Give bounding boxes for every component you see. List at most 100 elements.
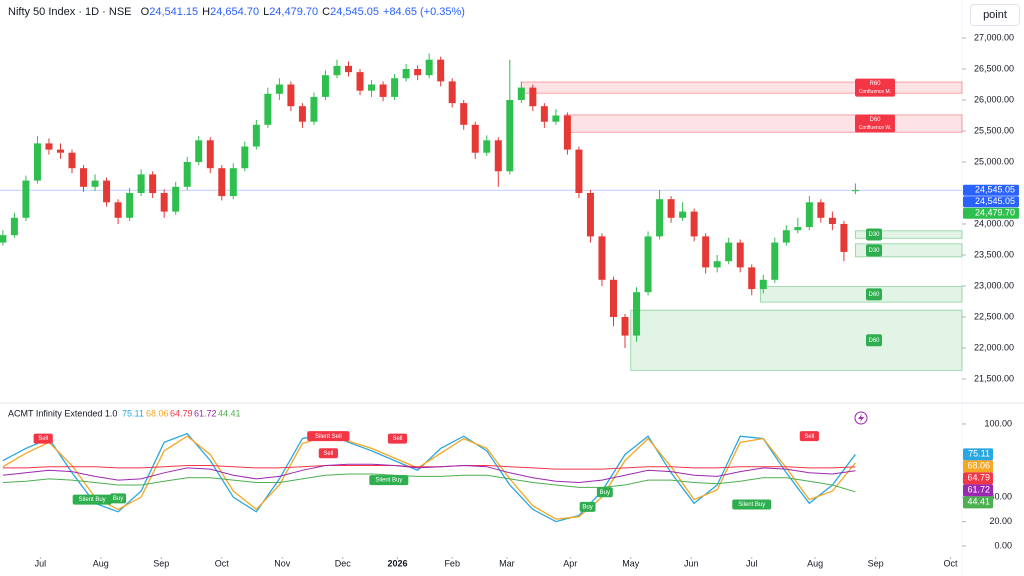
candle-body bbox=[264, 93, 272, 125]
candle-body bbox=[356, 72, 364, 91]
x-tick-label: Oct bbox=[215, 558, 230, 568]
candle-body bbox=[126, 192, 134, 218]
candle-body bbox=[149, 174, 157, 193]
indicator-line bbox=[2, 435, 856, 520]
ohlc-key: L bbox=[263, 6, 270, 18]
candle-body bbox=[137, 174, 145, 193]
signal-label: Buy bbox=[113, 496, 123, 502]
zone-label: D60 bbox=[868, 292, 880, 298]
candle-body bbox=[333, 65, 341, 76]
y-tick-label: 0.00 bbox=[994, 540, 1012, 550]
change: +84.65 (+0.35%) bbox=[383, 6, 465, 18]
x-tick-label: Aug bbox=[93, 558, 109, 568]
candle-body bbox=[656, 199, 664, 237]
candle-body bbox=[172, 186, 180, 212]
zone-label-box bbox=[866, 228, 882, 241]
candle-body bbox=[241, 146, 249, 169]
indicator-title: ACMT Infinity Extended 1.0 bbox=[8, 408, 117, 418]
signal-label: Silent Buy bbox=[375, 478, 402, 484]
candle-body bbox=[33, 143, 41, 181]
candle-body bbox=[114, 202, 122, 218]
candle-body bbox=[160, 192, 168, 212]
candle-body bbox=[402, 69, 410, 79]
candle-body bbox=[725, 242, 733, 262]
zone-label: D60 bbox=[869, 117, 881, 123]
value-label: 68.06 bbox=[967, 461, 990, 471]
candle-body bbox=[621, 316, 629, 336]
x-tick-label: May bbox=[622, 558, 640, 568]
signal-box bbox=[579, 501, 596, 512]
candle-body bbox=[552, 115, 560, 122]
ohlc-value: 24,541.15 bbox=[149, 6, 199, 18]
ohlc-value: 24,545.05 bbox=[330, 6, 380, 18]
zone-label: D60 bbox=[868, 338, 880, 344]
y-tick-label: 40.00 bbox=[989, 492, 1012, 502]
signal-box bbox=[307, 431, 350, 442]
x-tick-label: Aug bbox=[807, 558, 823, 568]
candle-body bbox=[805, 202, 813, 228]
zone bbox=[855, 243, 963, 258]
x-tick-label: Dec bbox=[335, 558, 352, 568]
signal-box bbox=[387, 433, 408, 444]
candle-body bbox=[506, 100, 514, 172]
price-label-box bbox=[963, 184, 1019, 196]
candle-body bbox=[540, 106, 548, 122]
x-tick-label: Nov bbox=[274, 558, 291, 568]
alert-icon[interactable] bbox=[854, 411, 868, 425]
candle-body bbox=[598, 236, 606, 280]
value-label: 64.79 bbox=[967, 473, 990, 483]
ohlc-key: C bbox=[322, 6, 331, 18]
candle-body bbox=[425, 59, 433, 76]
signal-label: Silent Sell bbox=[315, 434, 342, 440]
candle-body bbox=[483, 140, 491, 153]
x-tick-label: Sep bbox=[868, 558, 884, 568]
zone-label: D30 bbox=[868, 232, 880, 238]
candle-body bbox=[10, 217, 18, 236]
y-tick-label: 26,000.00 bbox=[974, 94, 1014, 104]
zone-label: R60 bbox=[869, 81, 881, 87]
signal-box bbox=[799, 431, 819, 442]
price-label-box bbox=[963, 207, 1019, 219]
ohlc-value: 24,654.70 bbox=[210, 6, 260, 18]
y-tick-label: 23,000.00 bbox=[974, 280, 1014, 290]
value-label: 44.41 bbox=[967, 497, 990, 507]
ohlc-key: O bbox=[140, 6, 150, 18]
candle-body bbox=[437, 59, 445, 82]
value-label: 61.72 bbox=[967, 485, 990, 495]
candle-body bbox=[414, 69, 422, 76]
candle-body bbox=[22, 180, 30, 218]
alert-bolt bbox=[858, 414, 864, 422]
y-tick-label: 23,500.00 bbox=[974, 249, 1014, 259]
y-tick-label: 22,500.00 bbox=[974, 311, 1014, 321]
indicator-legend-value: 68.06 bbox=[146, 408, 169, 418]
point-button[interactable]: point bbox=[970, 4, 1020, 26]
candle-body bbox=[667, 199, 675, 218]
zone-label-box bbox=[866, 244, 882, 257]
candle-body bbox=[68, 152, 76, 169]
signal-label: Silent Buy bbox=[79, 497, 106, 503]
zone-sublabel: Confluence W. bbox=[859, 125, 892, 131]
candle-body bbox=[310, 96, 318, 122]
price-label: 24,545.05 bbox=[975, 196, 1015, 206]
candle-body bbox=[529, 87, 537, 107]
zone bbox=[520, 81, 963, 94]
x-tick-label: Sep bbox=[153, 558, 169, 568]
candle-body bbox=[563, 115, 571, 150]
price-label-box bbox=[963, 196, 1019, 208]
zone-label: D30 bbox=[868, 248, 880, 254]
zone bbox=[564, 114, 963, 133]
zone-label-box bbox=[866, 288, 882, 301]
candle-body bbox=[103, 180, 111, 203]
y-tick-label: 24,000.00 bbox=[974, 218, 1014, 228]
x-tick-label: Feb bbox=[444, 558, 460, 568]
x-tick-label: Jul bbox=[35, 558, 47, 568]
y-tick-label: 20.00 bbox=[989, 516, 1012, 526]
candle-body bbox=[633, 292, 641, 336]
candle-body bbox=[575, 149, 583, 193]
signal-label: Buy bbox=[600, 490, 610, 496]
zone bbox=[760, 286, 963, 303]
signal-label: Buy bbox=[582, 505, 592, 511]
candle-body bbox=[0, 235, 7, 243]
y-tick-label: 25,000.00 bbox=[974, 156, 1014, 166]
